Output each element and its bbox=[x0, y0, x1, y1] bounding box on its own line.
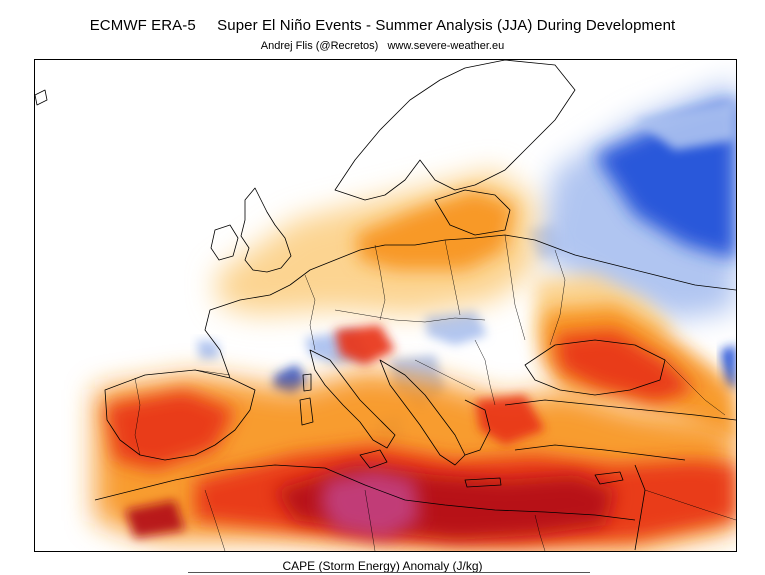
pos-strong-anomaly-region bbox=[105, 390, 235, 470]
pos-medium-anomaly-region bbox=[355, 190, 515, 270]
map-panel bbox=[34, 59, 737, 552]
neg-light-anomaly-region bbox=[635, 100, 736, 150]
coast-cyprus bbox=[594, 471, 624, 485]
coast-sardinia bbox=[299, 397, 314, 426]
coast-balkans bbox=[379, 359, 466, 466]
border-middle-east bbox=[644, 489, 736, 521]
coast-turkey-south bbox=[514, 444, 686, 461]
anomaly-map bbox=[35, 60, 736, 551]
coast-levant bbox=[634, 464, 646, 551]
coast-greece bbox=[464, 399, 491, 456]
title-source: ECMWF ERA-5 bbox=[89, 17, 196, 34]
neg-strong-anomaly-region bbox=[721, 345, 736, 390]
coast-fragment-nw bbox=[35, 89, 48, 106]
border-east-2 bbox=[549, 249, 566, 346]
pos-strong-anomaly-region bbox=[475, 395, 545, 445]
map-title: ECMWF ERA-5 Super El Niño Events - Summe… bbox=[0, 17, 765, 34]
coast-iberia bbox=[104, 369, 256, 461]
coast-north-africa bbox=[94, 464, 636, 521]
pos-very-strong-anomaly-region bbox=[125, 500, 185, 538]
colorbar-title: CAPE (Storm Energy) Anomaly (J/kg) bbox=[282, 559, 483, 573]
border-east-1 bbox=[504, 234, 526, 341]
border-africa-3 bbox=[534, 514, 546, 551]
pos-strong-anomaly-region bbox=[555, 330, 695, 405]
border-balkans-2 bbox=[474, 339, 496, 406]
neg-light-anomaly-region bbox=[425, 310, 487, 345]
coast-turkey bbox=[504, 399, 736, 421]
coast-scandinavia bbox=[334, 60, 576, 201]
border-spain-france bbox=[194, 369, 231, 376]
map-subtitle: Andrej Flis (@Recretos) www.severe-weath… bbox=[260, 40, 505, 52]
pos-extreme-anomaly-region bbox=[320, 470, 420, 540]
coast-crete bbox=[464, 477, 502, 488]
coast-ireland bbox=[210, 224, 239, 261]
coast-france bbox=[204, 284, 291, 379]
coastlines-layer bbox=[35, 60, 736, 551]
border-caucasus bbox=[664, 359, 726, 416]
border-africa-2 bbox=[364, 489, 376, 551]
pos-strong-anomaly-region bbox=[335, 325, 395, 365]
coast-mainland bbox=[289, 234, 736, 291]
border-germany-poland bbox=[374, 244, 386, 321]
border-central bbox=[334, 309, 486, 323]
border-africa-1 bbox=[204, 489, 226, 551]
title-description: Super El Niño Events - Summer Analysis (… bbox=[217, 17, 676, 34]
border-poland-east bbox=[444, 239, 461, 316]
border-balkans-1 bbox=[414, 359, 476, 391]
neg-strong-anomaly-region bbox=[273, 365, 307, 395]
coast-sicily bbox=[359, 449, 388, 469]
coast-baltic bbox=[434, 189, 511, 236]
border-france-germany bbox=[304, 274, 316, 351]
neg-light-anomaly-region bbox=[197, 340, 220, 360]
colorbar-line bbox=[188, 572, 590, 573]
coast-corsica bbox=[302, 373, 312, 392]
coast-great-britain bbox=[240, 187, 292, 273]
border-spain-portugal bbox=[134, 377, 141, 456]
country-borders-layer bbox=[134, 234, 736, 551]
coast-black-sea bbox=[524, 339, 666, 396]
coast-italy bbox=[309, 349, 396, 449]
